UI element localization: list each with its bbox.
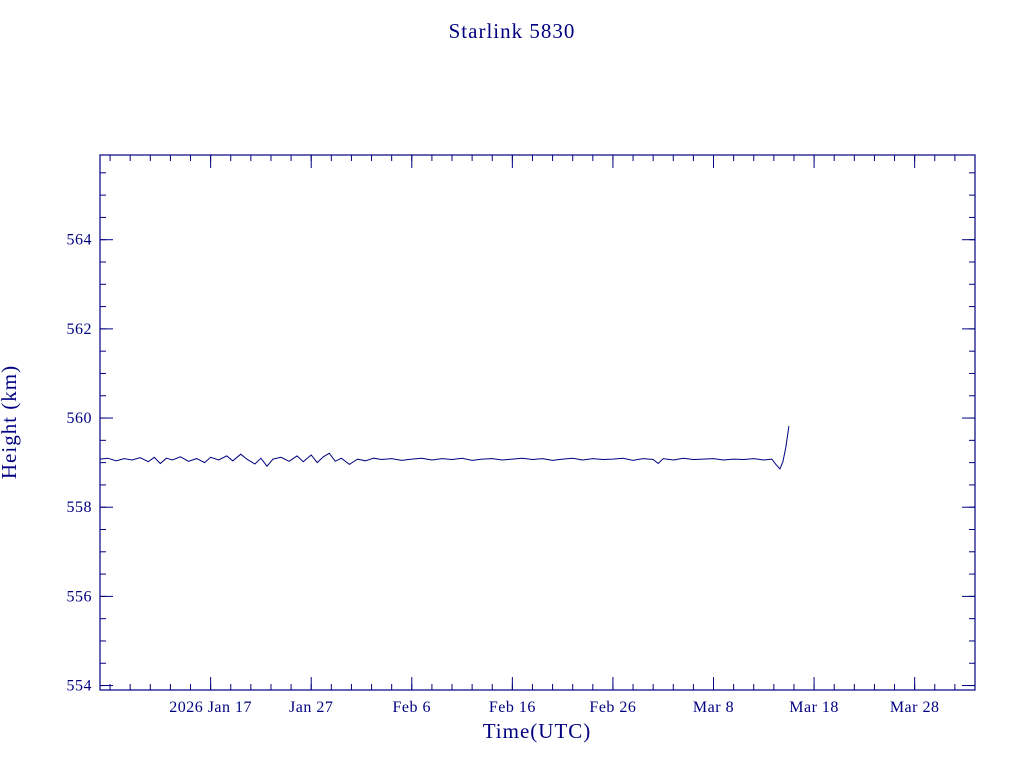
y-tick-label: 554 xyxy=(67,678,93,695)
height-series-line xyxy=(99,426,790,470)
x-tick-label: Jan 27 xyxy=(289,699,333,716)
y-tick-label: 558 xyxy=(67,499,93,516)
y-tick-label: 564 xyxy=(67,232,93,249)
y-tick-label: 556 xyxy=(67,588,93,605)
y-tick-label: 560 xyxy=(67,410,93,427)
chart-title: Starlink 5830 xyxy=(449,19,576,43)
x-tick-label: Mar 28 xyxy=(890,699,940,716)
y-axis-label: Height (km) xyxy=(0,365,21,479)
plot-area: 2026 Jan 17 Jan 27 Feb 6 Feb 16 Feb 26 Mar 8 M… xyxy=(67,154,976,716)
plot-frame xyxy=(99,154,976,691)
x-tick-label: Feb 16 xyxy=(489,699,536,716)
x-axis-label: Time(UTC) xyxy=(483,719,592,743)
x-tick-label: Feb 6 xyxy=(393,699,432,716)
x-tick-label: Mar 8 xyxy=(693,699,734,716)
x-tick-label: Mar 18 xyxy=(789,699,839,716)
y-tick-label: 562 xyxy=(67,321,93,338)
x-tick-label: 2026 Jan 17 xyxy=(169,699,252,716)
x-tick-label: Feb 26 xyxy=(589,699,636,716)
